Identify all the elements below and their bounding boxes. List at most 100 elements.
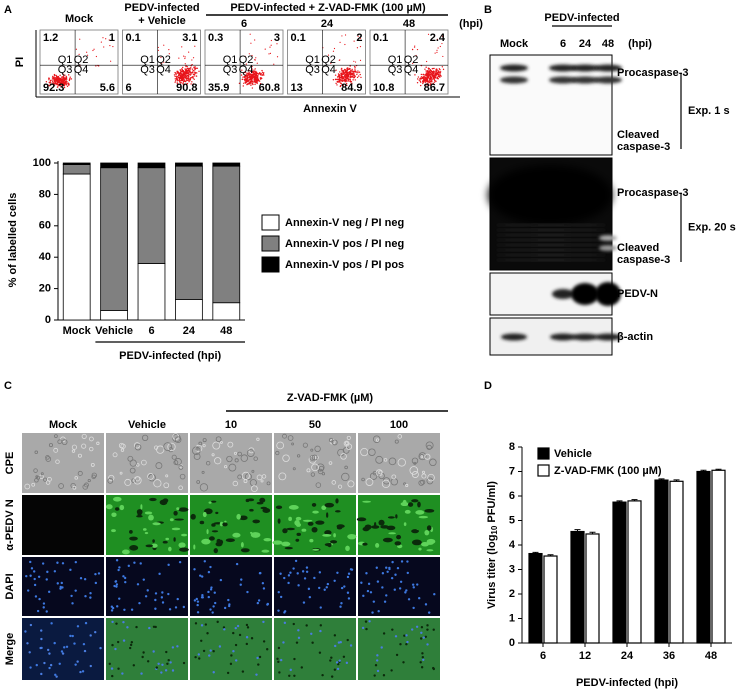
nucleus [113,584,116,588]
nucleus [415,625,419,628]
flow-dot [426,73,428,75]
flow-dot [341,35,343,37]
cell [168,546,172,552]
flow-dot [327,54,330,56]
flow-dot [336,78,339,80]
flow-dot [54,82,57,85]
nucleus [301,570,305,573]
nucleus [292,622,295,626]
cell [420,455,424,459]
flow-dot [253,78,255,80]
flow-dot [185,72,187,75]
nucleus [45,610,48,613]
flow-dot [177,76,180,79]
flow-dot [338,81,341,83]
cell [211,523,216,527]
flow-dot [425,78,427,80]
label: Cleaved [617,242,659,254]
nucleus [292,567,295,570]
cell [178,485,183,491]
nucleus [336,667,340,671]
flow-dot [160,56,162,58]
nucleus [337,662,340,666]
flow-dot [63,86,66,89]
flow-dot [339,80,341,82]
error-bar [589,531,596,534]
label: 1.2 [43,32,58,44]
nucleus [94,630,97,634]
cell [34,450,39,455]
flow-dot [439,71,442,73]
cell [173,537,176,542]
label: 36 [663,650,675,662]
cell [284,546,293,550]
flow-dot [194,66,196,68]
flow-dot [179,69,181,71]
flow-dot [247,82,249,85]
blot [489,54,613,156]
nucleus [303,577,307,580]
cell [219,521,224,527]
flow-dot [261,77,263,80]
bar [585,533,600,644]
nucleus [232,631,235,635]
cell [413,461,417,465]
flow-dot [248,72,250,74]
flow-dot [349,78,351,80]
nucleus [381,586,384,589]
error-bar [715,468,722,471]
flow-dot [244,79,246,82]
flow-dot [263,72,265,74]
cell [90,462,95,467]
cell [193,544,196,550]
nucleus [262,620,265,624]
flow-dot [75,48,78,50]
cell [394,439,399,444]
flow-dot [425,74,428,77]
cell [136,515,143,518]
cell [309,455,316,461]
cell [281,541,291,547]
flow-dot [56,75,58,78]
cell [396,534,402,540]
nucleus [319,629,322,633]
flow-dot [246,83,248,86]
nucleus [419,661,422,664]
flow-dot [79,38,81,40]
flow-dot [250,42,252,44]
flow-dot [183,72,186,75]
flow-dot [109,44,111,47]
cell [107,477,114,484]
label: Q2 [156,54,171,66]
cell [403,482,407,486]
cell [61,439,68,446]
cell [275,505,283,510]
label: 24 [321,18,334,30]
nucleus [116,605,119,608]
nucleus [209,649,212,652]
cell [162,498,169,503]
flow-dot [428,70,430,72]
flow-dot [344,76,346,78]
nucleus [30,567,34,570]
flow-dot [339,78,342,81]
flow-dot [438,72,441,74]
nucleus [297,584,300,587]
cell [145,544,154,548]
blot-band [495,224,607,226]
cell [307,521,314,526]
flow-dot [54,80,56,83]
flow-dot [423,75,425,78]
blot-band [599,245,617,251]
flow-dot [413,46,416,48]
flow-dot [180,68,183,70]
nucleus [157,662,160,665]
nucleus [25,574,28,578]
bar-segment [137,263,166,321]
cell [199,483,209,492]
cell [421,470,425,474]
flow-dot [179,77,181,80]
nucleus [266,648,269,651]
cell [178,542,186,548]
cell [232,532,241,538]
